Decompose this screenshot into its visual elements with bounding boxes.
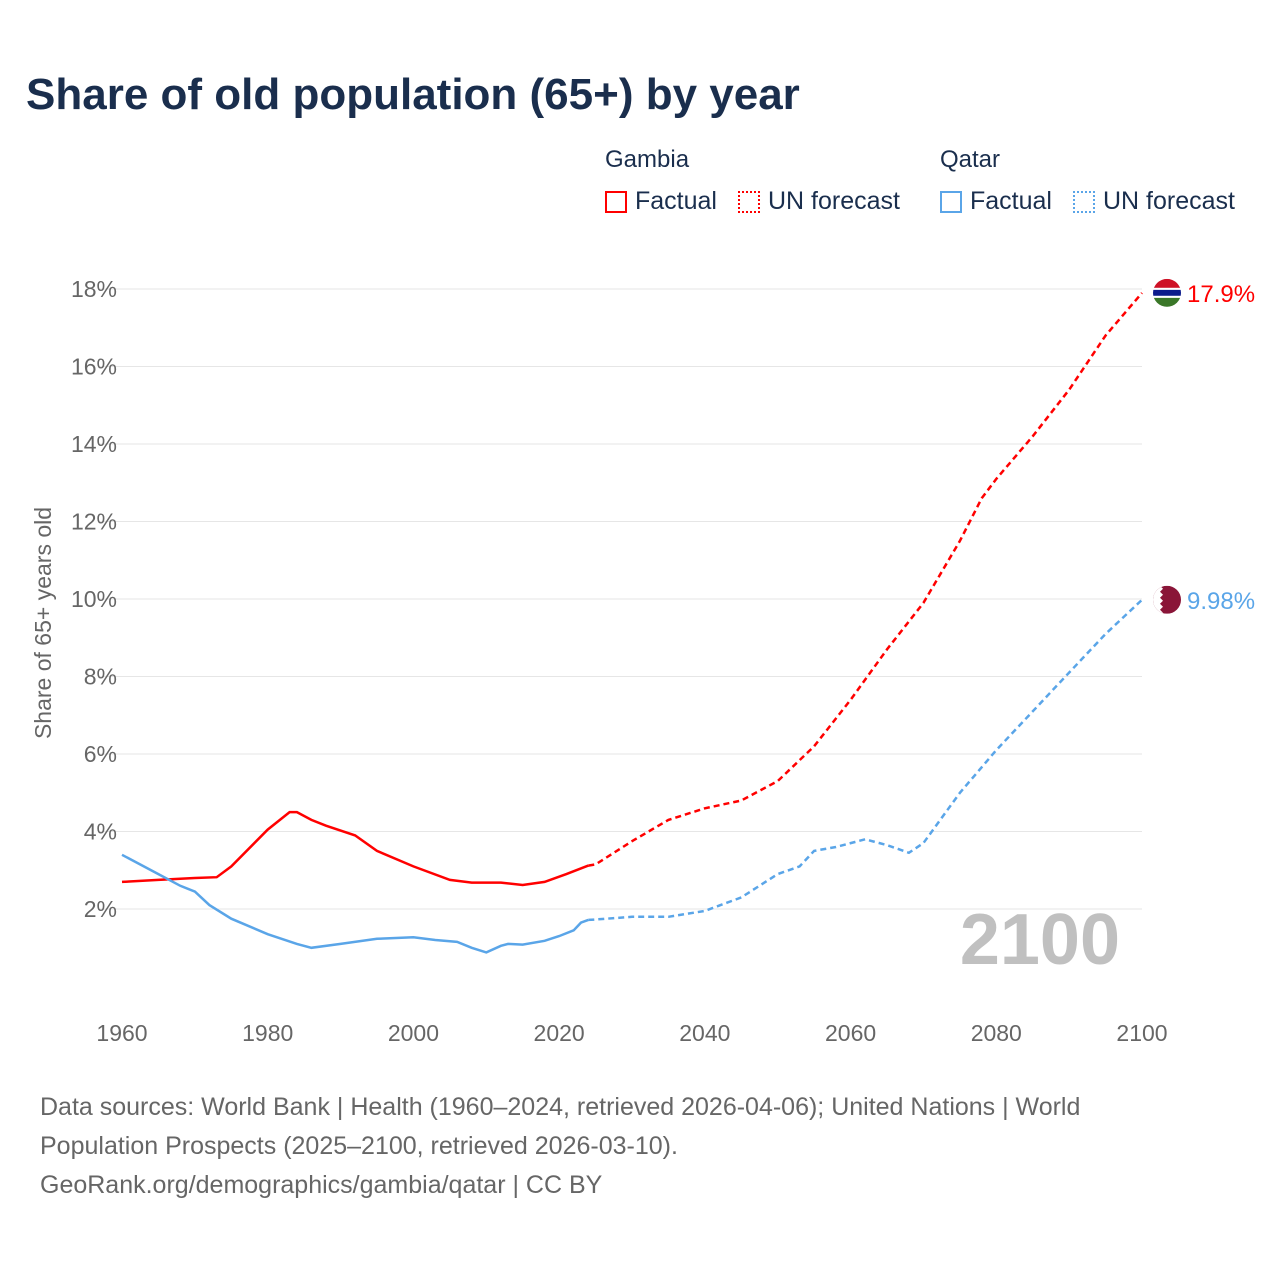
y-tick-label: 2% [84,896,117,922]
source-link[interactable]: GeoRank.org/demographics/gambia/qatar | … [40,1171,603,1199]
y-axis-label: Share of 65+ years old [30,507,56,739]
qatar-forecast-line [588,598,1143,922]
legend-group-qatar: Qatar [940,146,1001,173]
legend-label: UN forecast [1103,187,1235,215]
gambia-forecast-line [588,292,1143,867]
swatch-dotted-icon [738,190,760,213]
y-tick-label: 18% [71,276,117,302]
y-tick-label: 8% [84,664,117,690]
gambia-flag-icon [1153,278,1181,307]
qatar-factual-line [121,853,589,954]
legend-label: UN forecast [768,187,900,215]
qatar-end-label: 9.98% [1187,588,1255,615]
source-line: Data sources: World Bank | Health (1960–… [40,1093,1081,1160]
year-watermark: 2100 [960,900,1120,980]
legend-gambia-factual[interactable]: Factual [605,187,717,216]
y-tick-label: 14% [71,431,117,457]
x-tick-label: 1960 [96,1020,147,1046]
y-tick-label: 10% [71,586,117,612]
swatch-solid-icon [605,190,627,213]
x-tick-label: 2000 [388,1020,439,1046]
swatch-dotted-icon [1073,190,1095,213]
y-tick-label: 6% [84,741,117,767]
qatar-flag-icon [1153,585,1181,614]
source-note: Data sources: World Bank | Health (1960–… [40,1088,1190,1205]
legend-gambia-forecast[interactable]: UN forecast [738,187,900,216]
y-tick-label: 4% [84,819,117,845]
y-tick-label: 16% [71,354,117,380]
x-tick-label: 2040 [679,1020,730,1046]
legend-qatar-factual[interactable]: Factual [940,187,1052,216]
gambia-factual-line [121,810,589,887]
gambia-end-label: 17.9% [1187,281,1255,308]
legend-label: Factual [635,187,717,215]
x-tick-label: 2080 [971,1020,1022,1046]
swatch-solid-icon [940,190,962,213]
y-tick-label: 12% [71,509,117,535]
legend-label: Factual [970,187,1052,215]
x-tick-label: 2060 [825,1020,876,1046]
x-tick-label: 1980 [242,1020,293,1046]
x-tick-label: 2020 [534,1020,585,1046]
legend-group-gambia: Gambia [605,146,690,173]
chart-title: Share of old population (65+) by year [26,70,800,119]
legend-qatar-forecast[interactable]: UN forecast [1073,187,1235,216]
x-tick-label: 2100 [1116,1020,1167,1046]
